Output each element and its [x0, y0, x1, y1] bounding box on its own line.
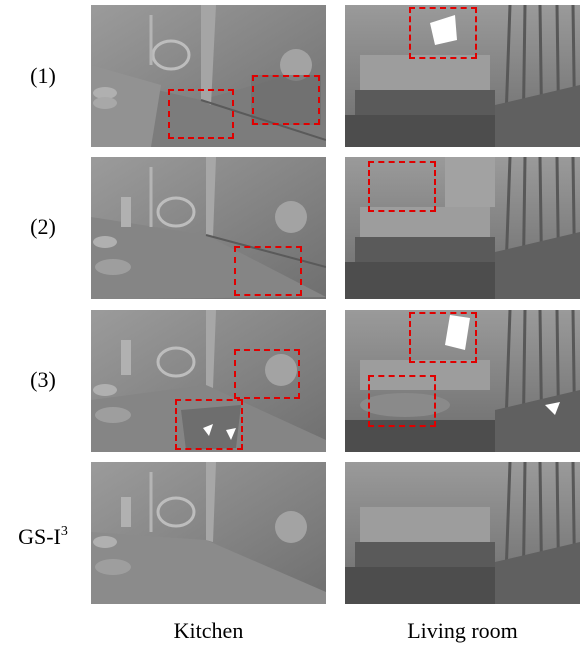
kitchen-render-2 [91, 157, 326, 299]
living-room-render-2 [345, 157, 580, 299]
row-label-3: (3) [30, 367, 56, 392]
kitchen-render-1 [91, 5, 326, 147]
highlight-box [234, 246, 302, 296]
living-room-render-1 [345, 5, 580, 147]
highlight-box [168, 89, 234, 139]
living-room-render-3 [345, 310, 580, 452]
row-label-4-sup: 3 [60, 524, 68, 539]
column-label-living-room: Living room [407, 618, 518, 643]
highlight-box [409, 7, 477, 59]
highlight-box [368, 161, 436, 212]
highlight-box [252, 75, 320, 125]
highlight-box [234, 349, 300, 399]
kitchen-render-4 [91, 462, 326, 604]
column-label-kitchen: Kitchen [173, 618, 244, 643]
row-label-4: GS-I3 [0, 519, 86, 550]
highlight-box [409, 312, 477, 363]
living-room-render-4 [345, 462, 580, 604]
row-label-4-main: GS-I [18, 524, 61, 549]
kitchen-render-3 [91, 310, 326, 452]
highlight-box [368, 375, 436, 427]
row-label-1: (1) [30, 63, 56, 88]
highlight-box [175, 399, 243, 450]
row-label-2: (2) [30, 214, 56, 239]
